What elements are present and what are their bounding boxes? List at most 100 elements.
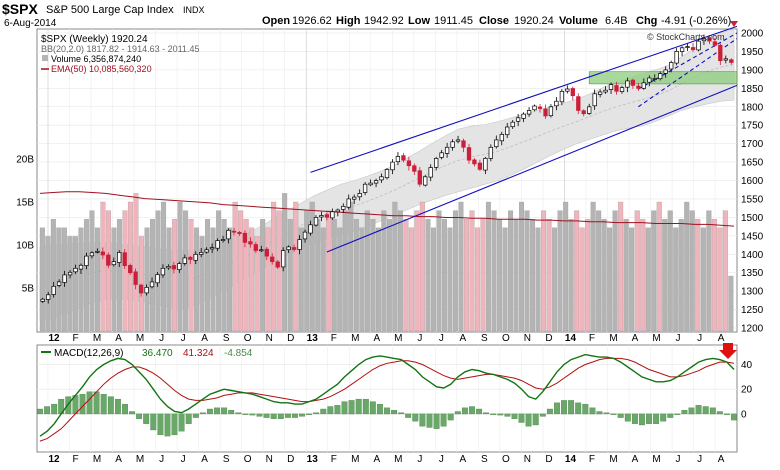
candle-body [543,108,548,117]
volume-bar [535,227,541,332]
candle-body [439,152,444,158]
x-tick-label: J [676,333,681,344]
x-tick-label: A [201,333,208,344]
volume-bar [100,201,106,332]
x-tick-label: N [266,454,273,465]
histogram-bar [709,407,716,415]
volume-bar [623,219,629,332]
volume-bar [397,210,403,332]
histogram-bar [122,403,128,415]
volume-bar [188,219,194,332]
histogram-bar [228,410,235,415]
histogram-bar [440,413,447,427]
volume-bar [601,219,607,332]
x-tick-label: J [159,333,164,344]
candle-body [587,106,592,114]
candle-body [275,261,280,268]
histogram-bar [171,413,178,436]
candle-body [630,79,636,86]
histogram-bar [419,413,426,427]
volume-bar [326,210,332,332]
histogram-bar [603,412,610,415]
candle-body [46,294,51,300]
histogram-bar [284,413,291,418]
candle-body [625,80,630,88]
x-tick-label: S [481,333,488,344]
histogram-bar [362,398,369,415]
histogram-bar [299,413,305,417]
volume-bar [590,201,596,332]
volume-bar [72,236,78,332]
volume-bar [447,227,453,332]
candle-body [658,73,663,80]
x-tick-label: J [417,333,422,344]
down-arrow-icon [719,343,737,359]
x-tick-label: F [72,333,78,344]
histogram-bar [178,413,185,432]
x-tick-label: 12 [48,454,60,465]
price-tick-label: 1650 [741,158,764,169]
legend-price: $SPX (Weekly) 1920.24 [41,34,148,45]
dashed-trend-line [638,32,738,90]
histogram-bar [136,413,143,419]
x-tick-label: D [287,333,294,344]
volume-bar [375,227,381,332]
histogram-bar [391,410,398,415]
volume-bar [430,227,436,332]
histogram-bar [610,413,617,415]
price-tick-label: 1950 [741,47,764,58]
candle-body [352,196,357,200]
close-label: Close [479,15,509,27]
ohlc-readout: Open 1926.62 High 1942.92 Low 1911.45 Cl… [262,15,731,27]
volume-label: Volume [559,15,598,27]
histogram-bar [532,413,539,426]
x-tick-label: F [331,454,337,465]
candle-body [679,47,685,52]
histogram-bar [638,413,645,426]
volume-bar [474,227,480,332]
volume-bar [441,219,447,332]
volume-bar [155,210,161,332]
x-tick-label: M [609,454,617,465]
x-tick-label: J [439,333,444,344]
macd-label: MACD(12,26,9) [54,348,123,359]
volume-bar [700,227,706,332]
candle-body [614,85,619,92]
candle-body [390,161,395,171]
histogram-bar [157,413,164,436]
candle-body [166,266,171,269]
histogram-bar [306,413,313,415]
volume-bar [348,201,354,332]
volume-bar [452,210,458,332]
histogram-bar [483,412,490,415]
candle-body [253,244,258,251]
candle-body [532,105,537,111]
open-label: Open [262,15,290,27]
histogram-bar [334,405,341,415]
x-tick-label: M [351,454,359,465]
volume-bar [364,210,370,332]
macd-tick-label: 20 [741,385,753,396]
candle-body [515,117,521,122]
macd-legend: MACD(12,26,9) 36.470 41.324 -4.854 [41,348,253,359]
histogram-bar [341,401,348,415]
volume-bar [105,210,111,332]
price-tick-label: 1700 [741,139,764,150]
volume-bar [309,201,315,332]
price-tick-label: 1850 [741,84,764,95]
volume-bar [183,210,189,332]
x-tick-label: M [136,454,144,465]
volume-bar [458,201,464,332]
support-zone [588,71,738,85]
histogram-bar [192,413,199,418]
histogram-bar [355,398,362,415]
x-tick-label: 12 [48,333,60,344]
histogram-bar [476,408,483,415]
candle-body [608,84,614,90]
histogram-bar [653,413,660,424]
price-tick-label: 1200 [741,324,764,335]
x-tick-label: S [223,333,230,344]
x-tick-label: M [394,454,402,465]
x-tick-label: M [652,454,660,465]
volume-bar [293,201,299,332]
